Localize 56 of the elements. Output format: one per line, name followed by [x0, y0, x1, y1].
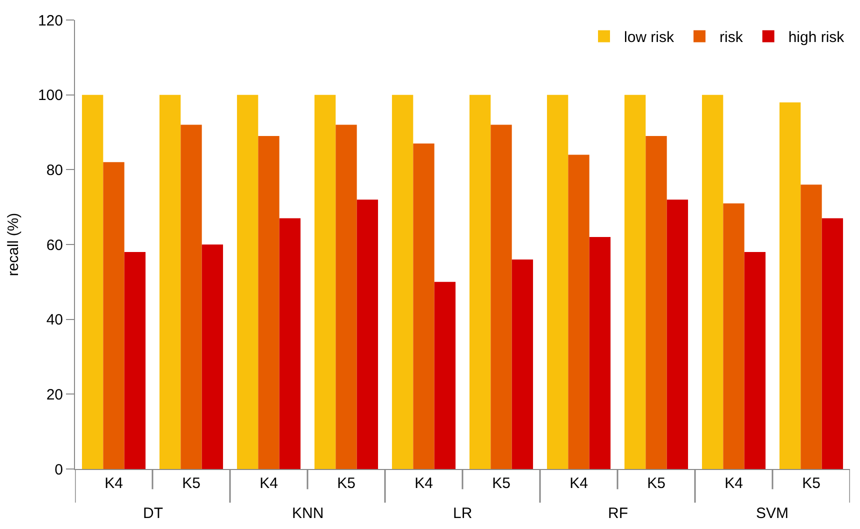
- x-tick-label: K4: [570, 475, 588, 492]
- x-tick-label: K4: [104, 475, 123, 492]
- text: DT: [143, 505, 163, 522]
- y-axis-title: recall (%): [5, 212, 22, 276]
- legend-label: high risk: [788, 29, 845, 46]
- bar: [124, 252, 146, 469]
- bar: [744, 252, 766, 469]
- bar: [568, 154, 590, 469]
- bar: [159, 94, 181, 469]
- y-tick-label: 80: [46, 162, 63, 179]
- bar: [180, 124, 202, 469]
- legend-label: risk: [720, 29, 744, 46]
- x-tick-label: K5: [337, 475, 356, 492]
- text: KNN: [292, 505, 324, 522]
- y-tick-label: 60: [46, 236, 63, 254]
- bar: [646, 136, 667, 469]
- bar: [490, 124, 512, 469]
- bar: [589, 237, 611, 469]
- y-tick-label: 100: [38, 87, 63, 104]
- bar: [336, 124, 357, 469]
- y-tick-label: 120: [38, 12, 63, 30]
- bar: [236, 94, 258, 469]
- bar: [392, 94, 414, 469]
- y-tick-label: 0: [54, 461, 63, 478]
- x-tick-label: K5: [492, 475, 510, 492]
- bar: [258, 136, 280, 469]
- bar: [314, 94, 336, 469]
- bar: [512, 259, 534, 469]
- text: LR: [453, 505, 472, 522]
- x-tick-label: K4: [260, 475, 278, 492]
- x-tick-label: K4: [414, 475, 433, 492]
- y-tick-label: 20: [46, 386, 63, 404]
- bar: [434, 282, 456, 469]
- bar: [723, 203, 744, 469]
- bar: [822, 218, 844, 469]
- x-tick-label: K5: [647, 475, 666, 492]
- bar: [202, 244, 224, 469]
- text: SVM: [756, 505, 789, 522]
- x-tick-label: K5: [802, 475, 820, 492]
- bar: [800, 184, 822, 469]
- text: RF: [608, 505, 628, 522]
- bar: [624, 94, 646, 469]
- bar: [469, 94, 491, 469]
- bar: [103, 162, 124, 469]
- x-tick-label: K4: [724, 475, 743, 492]
- bar: [702, 94, 724, 469]
- bar: [356, 200, 378, 469]
- y-tick-label: 40: [46, 312, 63, 329]
- legend-label: low risk: [624, 29, 674, 46]
- bar: [82, 94, 104, 469]
- bar: [546, 94, 568, 469]
- bar: [779, 102, 801, 469]
- x-tick-label: K5: [182, 475, 200, 492]
- bar: [279, 218, 301, 469]
- bar: [666, 200, 688, 469]
- bar: [413, 143, 434, 469]
